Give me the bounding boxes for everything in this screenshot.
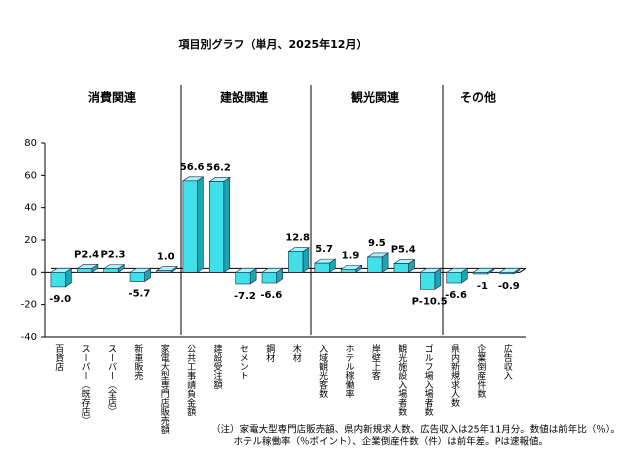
bar	[181, 176, 205, 273]
bar-face	[182, 180, 198, 273]
bar	[261, 267, 284, 284]
y-tick-label: 80	[24, 138, 37, 149]
y-tick-label: -20	[21, 300, 37, 311]
bar	[340, 264, 363, 273]
group-label: 観光関連	[351, 90, 400, 105]
value-label: P2.4	[74, 249, 99, 260]
value-label: 12.8	[285, 233, 310, 244]
bar-face	[156, 270, 172, 273]
bar-face	[197, 176, 204, 273]
y-tick-label: 0	[31, 267, 37, 278]
value-label: 5.7	[315, 244, 333, 255]
bar	[129, 267, 152, 283]
value-label: -6.6	[260, 290, 282, 301]
value-label: -0.9	[498, 281, 520, 292]
bar	[49, 267, 73, 288]
value-label: 9.5	[368, 238, 386, 249]
y-tick-label: 20	[24, 235, 37, 246]
bar-face	[235, 272, 251, 285]
bar-face	[499, 272, 515, 275]
value-label: 56.6	[180, 162, 205, 173]
bar-face	[420, 272, 436, 290]
value-label: 1.9	[342, 250, 360, 261]
bar	[76, 263, 99, 273]
x-tick-label: 新車販売	[132, 343, 143, 381]
x-tick-label: 建設受注額	[212, 343, 223, 390]
value-label: P5.4	[391, 245, 416, 256]
y-tick-label: 40	[24, 203, 37, 214]
x-tick-label: 家電大型専門店販売額	[159, 343, 170, 435]
value-label: 1.0	[157, 252, 175, 263]
bar	[155, 266, 178, 273]
bar	[102, 264, 126, 273]
bar-face	[223, 176, 231, 273]
value-label: P-10.5	[412, 296, 448, 307]
bar	[445, 267, 469, 284]
y-tick-label: 60	[24, 170, 37, 181]
value-label: -9.0	[49, 294, 71, 305]
bar-face	[129, 272, 145, 282]
value-label: -5.7	[128, 289, 150, 300]
y-tick-label: -40	[21, 332, 37, 343]
x-tick-label: スーパー（既存店）	[80, 344, 91, 425]
bar-face	[340, 268, 357, 273]
value-label: 56.2	[206, 162, 231, 173]
bar-face	[50, 272, 66, 288]
chart-title: 項目別グラフ（単月、2025年12月）	[179, 37, 368, 51]
bar	[472, 267, 495, 275]
x-tick-label: 入域観光客数	[317, 344, 328, 399]
bar	[208, 176, 231, 273]
group-label: 消費関連	[88, 90, 137, 105]
bar-face	[472, 272, 488, 275]
bar	[393, 259, 416, 273]
bar	[287, 247, 310, 273]
bar-face	[393, 263, 409, 273]
x-tick-label: 公共工事請負金額	[185, 344, 196, 417]
x-tick-label: セメント	[238, 344, 249, 380]
note: ホテル稼働率（％ポイント）、企業倒産件数（件）は前年差。Pは速報値。	[234, 436, 548, 448]
bar-face	[208, 181, 225, 273]
x-tick-label: 企業倒産件数	[475, 343, 486, 399]
bar-face	[288, 251, 304, 273]
value-label: -7.2	[234, 291, 256, 302]
x-tick-label: ゴルフ場入場者数	[423, 343, 434, 417]
note: （注）家電大型専門店販売額、県内新規求人数、広告収入は25年11月分。数値は前年…	[211, 424, 620, 436]
bar-face	[367, 256, 383, 273]
bar	[313, 258, 337, 273]
value-label: -6.6	[445, 290, 467, 301]
x-tick-label: ホテル稼働率	[343, 344, 354, 399]
x-tick-label: 県内新規求人数	[449, 344, 460, 408]
value-label: -1	[477, 281, 488, 292]
bar	[419, 267, 442, 290]
bar	[498, 267, 522, 275]
x-tick-label: 鋼材	[264, 343, 275, 362]
bar-face	[261, 272, 277, 284]
value-label: P2.3	[100, 250, 125, 261]
bar-face	[446, 272, 462, 284]
x-tick-label: 広告収入	[502, 343, 513, 380]
floor-edge	[519, 267, 527, 273]
group-label: 建設関連	[219, 90, 269, 105]
x-tick-label: 木材	[291, 343, 302, 362]
bar-face	[103, 268, 119, 273]
x-tick-label: 岸壁上客	[370, 344, 381, 380]
x-tick-label: 観光施設入場者数	[396, 343, 407, 417]
bar	[234, 267, 258, 285]
bar-face	[314, 262, 330, 273]
x-tick-label: スーパー（全店）	[106, 344, 117, 416]
bar-face	[77, 268, 93, 273]
group-label: その他	[460, 90, 496, 105]
x-tick-label: 百貨店	[53, 344, 64, 372]
bar	[366, 252, 390, 273]
